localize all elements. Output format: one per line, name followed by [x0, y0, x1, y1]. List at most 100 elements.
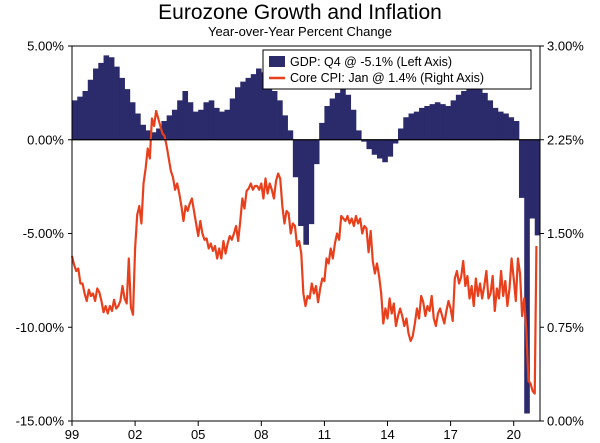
gdp-bar: [355, 130, 362, 140]
left-axis-tick-label: -5.00%: [23, 226, 65, 241]
gdp-bar: [229, 98, 236, 140]
gdp-bar: [114, 66, 120, 140]
right-axis-tick-label: 1.50%: [547, 226, 584, 241]
gdp-bar: [192, 111, 199, 140]
gdp-bar: [103, 55, 110, 140]
gdp-bar: [219, 111, 225, 140]
gdp-bar: [124, 89, 131, 140]
gdp-bar: [329, 98, 336, 140]
left-axis-tick-label: -10.00%: [16, 320, 65, 335]
gdp-bar: [403, 117, 409, 140]
gdp-bar: [166, 115, 173, 140]
gdp-bar: [135, 113, 141, 140]
gdp-bar: [408, 113, 415, 140]
gdp-bar: [429, 104, 436, 140]
gdp-bar: [177, 100, 183, 140]
gdp-bar: [266, 77, 273, 140]
gdp-bar: [287, 130, 294, 140]
axes: 5.00% 0.00% -5.00% -10.00% -15.00% 3.00% 2.25%…: [16, 39, 585, 443]
gdp-bar: [82, 91, 89, 140]
right-axis-tick-label: 2.25%: [547, 132, 584, 147]
gdp-bar: [240, 81, 246, 140]
gdp-bar: [208, 100, 215, 140]
gdp-bar: [129, 102, 136, 140]
gdp-bar: [466, 87, 472, 140]
gdp-bar: [387, 139, 394, 157]
x-axis-tick-label: 14: [380, 427, 394, 442]
legend-swatch-gdp: [269, 56, 285, 67]
gdp-bar: [203, 102, 210, 140]
chart-subtitle: Year-over-Year Percent Change: [208, 24, 392, 39]
gdp-bar: [298, 139, 304, 226]
gdp-bar: [145, 130, 152, 140]
legend-label-cpi: Core CPI: Jan @ 1.4% (Right Axis): [290, 71, 484, 85]
gdp-bar: [345, 94, 352, 140]
gdp-bar: [529, 139, 536, 219]
gdp-bar: [419, 107, 425, 140]
gdp-bars: [72, 55, 541, 414]
gdp-bar: [150, 132, 157, 140]
left-axis-tick-label: 5.00%: [27, 39, 64, 54]
gdp-bar: [461, 91, 467, 140]
gdp-bar: [271, 91, 278, 140]
gdp-bar: [334, 92, 341, 140]
gdp-bar: [361, 139, 367, 142]
gdp-bar: [187, 102, 194, 140]
gdp-bar: [508, 117, 515, 140]
gdp-bar: [371, 139, 378, 155]
gdp-bar: [398, 128, 404, 140]
x-axis-tick-label: 17: [443, 427, 457, 442]
x-axis-tick-label: 02: [128, 427, 142, 442]
x-axis-tick-label: 20: [506, 427, 520, 442]
gdp-bar: [482, 92, 488, 140]
legend-box: [262, 49, 532, 90]
x-axis-tick-label: 05: [191, 427, 205, 442]
gdp-bar: [413, 111, 420, 140]
gdp-bar: [119, 77, 125, 140]
legend-label-gdp: GDP: Q4 @ -5.1% (Left Axis): [290, 55, 452, 69]
gdp-bar: [77, 96, 83, 140]
gdp-bar: [319, 122, 325, 140]
gdp-bar: [455, 94, 462, 140]
gdp-bar: [108, 57, 115, 140]
gdp-bar: [440, 104, 446, 140]
gdp-bar: [161, 121, 167, 140]
gdp-bar: [445, 106, 451, 140]
gdp-bar: [513, 121, 520, 140]
gdp-bar: [524, 139, 530, 414]
gdp-bar: [392, 139, 399, 144]
gdp-bar: [308, 139, 315, 225]
gdp-bar: [303, 139, 309, 245]
legend: GDP: Q4 @ -5.1% (Left Axis) Core CPI: Ja…: [262, 49, 532, 90]
gdp-bar: [350, 109, 357, 140]
x-axis-tick-label: 08: [254, 427, 268, 442]
x-axis-tick-label: 11: [318, 427, 332, 442]
gdp-bar: [245, 77, 252, 140]
gdp-bar: [171, 109, 178, 140]
gdp-bar: [487, 100, 494, 140]
gdp-bar: [224, 109, 231, 140]
gdp-bar: [471, 85, 478, 140]
gdp-bar: [98, 62, 104, 140]
gdp-bar: [313, 139, 320, 165]
gdp-bar: [277, 100, 283, 140]
right-axis-tick-label: 0.00%: [547, 414, 584, 429]
gdp-bar: [503, 113, 509, 140]
core-cpi-line: [70, 109, 538, 395]
gdp-bar: [250, 74, 257, 140]
gdp-bar: [450, 100, 457, 140]
gdp-bar: [256, 68, 262, 140]
gdp-bar: [497, 111, 504, 140]
gdp-bar: [198, 109, 204, 140]
gdp-bar: [340, 85, 346, 140]
left-axis-tick-label: 0.00%: [27, 132, 64, 147]
x-axis-tick-label: 99: [65, 427, 79, 442]
right-axis-tick-label: 0.75%: [547, 320, 584, 335]
gdp-bar: [534, 139, 541, 236]
gdp-bar: [261, 72, 267, 140]
gdp-bar: [424, 106, 430, 140]
core-cpi-line-path: [70, 109, 538, 395]
gdp-bar: [87, 79, 94, 140]
gdp-bar: [518, 139, 525, 198]
